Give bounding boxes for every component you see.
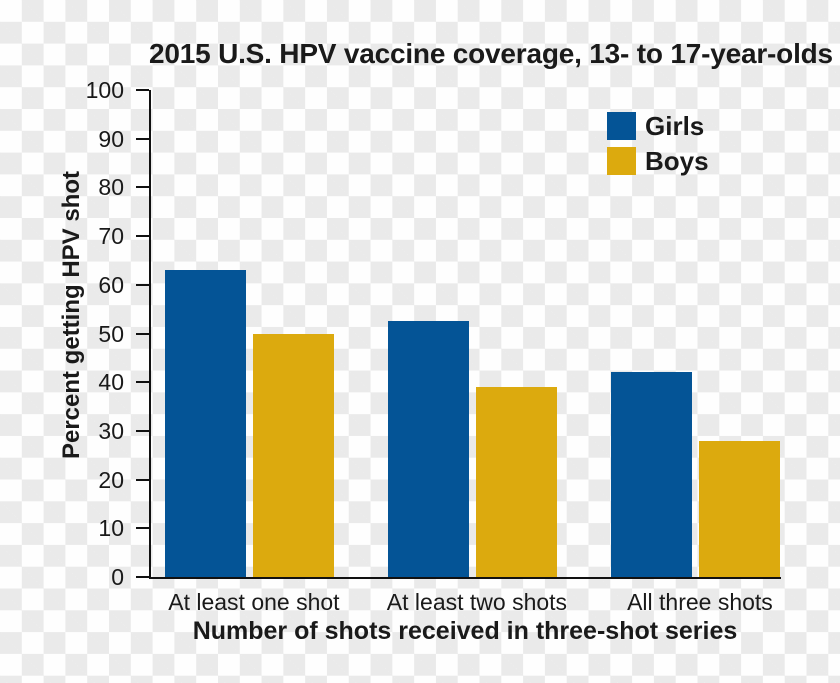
y-tick-label: 50 xyxy=(98,320,124,347)
boys-legend-swatch xyxy=(607,147,636,175)
y-tick-mark xyxy=(136,283,149,286)
x-category-label: All three shots xyxy=(627,589,773,615)
x-category-label: At least one shot xyxy=(168,589,340,615)
y-tick-label: 20 xyxy=(98,466,124,493)
y-tick-label: 30 xyxy=(98,417,124,444)
y-tick-label: 40 xyxy=(98,369,124,396)
y-tick-label: 90 xyxy=(98,125,124,152)
x-axis-label: Number of shots received in three-shot s… xyxy=(192,617,738,645)
y-tick-mark xyxy=(136,89,149,91)
y-tick-mark xyxy=(136,429,149,432)
y-tick-mark xyxy=(136,186,149,189)
y-tick-mark xyxy=(136,381,149,384)
y-tick-label: 100 xyxy=(85,77,124,103)
y-tick-mark xyxy=(136,527,149,530)
y-tick-label: 70 xyxy=(98,223,124,250)
plot-area: 0 10 20 30 40 50 60 70 80 90 100 At least one shot A… xyxy=(86,77,781,615)
bar-girls-3 xyxy=(611,372,693,577)
y-tick-mark xyxy=(136,478,149,481)
bar-girls-1 xyxy=(165,270,247,577)
legend-item-boys: Boys xyxy=(607,147,709,175)
x-category-label: At least two shots xyxy=(386,589,568,615)
bar-girls-2 xyxy=(388,321,470,577)
y-tick-label: 10 xyxy=(98,515,124,542)
girls-legend-swatch xyxy=(607,112,636,140)
y-tick-mark xyxy=(136,576,149,578)
y-tick-label: 60 xyxy=(98,271,124,298)
legend-item-girls: Girls xyxy=(607,112,709,140)
y-tick-mark xyxy=(136,332,149,335)
bar-boys-2 xyxy=(476,387,558,577)
y-tick-mark xyxy=(136,137,149,140)
chart-title: 2015 U.S. HPV vaccine coverage, 13- to 1… xyxy=(149,38,833,69)
y-tick-label: 0 xyxy=(111,564,124,590)
y-axis-label: Percent getting HPV shot xyxy=(58,170,85,460)
y-tick-mark xyxy=(136,235,149,238)
bar-boys-3 xyxy=(699,440,781,577)
girls-legend-label: Girls xyxy=(645,111,705,141)
bar-boys-1 xyxy=(253,333,335,577)
legend: Girls Boys xyxy=(607,112,709,182)
boys-legend-label: Boys xyxy=(645,146,709,176)
y-tick-label: 80 xyxy=(98,174,124,201)
